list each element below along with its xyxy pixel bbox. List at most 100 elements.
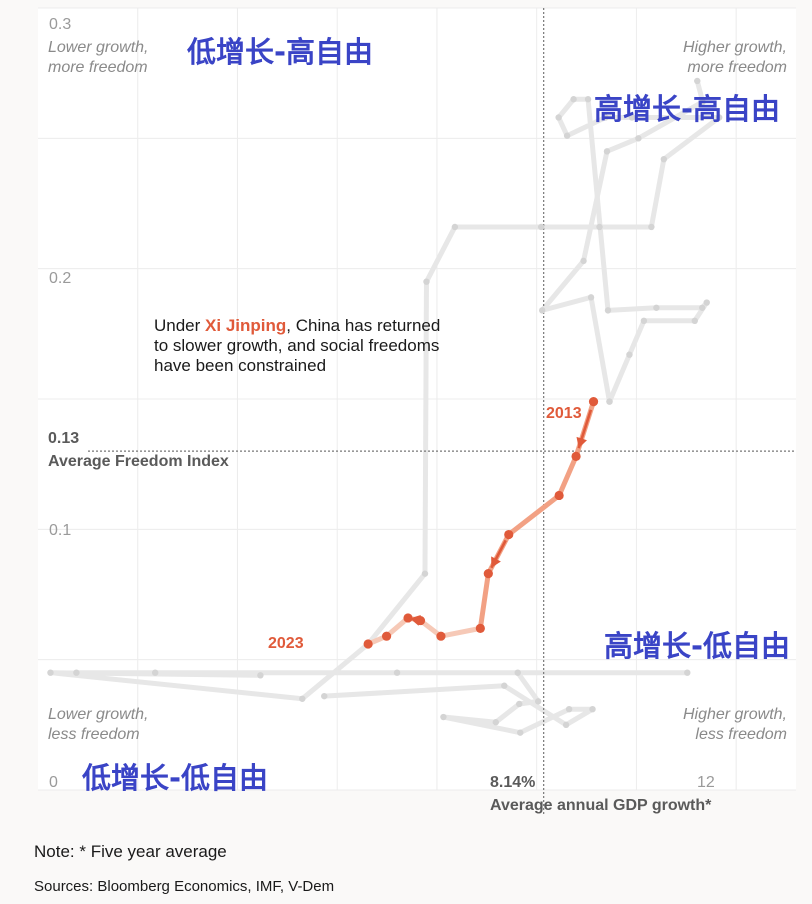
gray-point	[648, 223, 655, 231]
direction-arrow-head	[491, 556, 501, 568]
corner-top-right-2: more freedom	[687, 59, 787, 76]
red-point	[363, 639, 373, 649]
gray-point	[589, 705, 596, 713]
gray-point	[580, 257, 587, 265]
gray-point	[626, 351, 633, 358]
gray-point	[47, 669, 54, 676]
avg-freedom-label: Average Freedom Index	[48, 453, 229, 470]
red-point	[403, 613, 413, 623]
annotation-line-2: to slower growth, and social freedoms	[154, 336, 439, 355]
gray-point	[603, 148, 611, 155]
gray-point	[517, 729, 524, 736]
y-tick-0-1: 0.1	[49, 522, 71, 539]
gray-point	[514, 669, 521, 676]
red-segment	[506, 492, 562, 538]
gray-point	[151, 669, 159, 676]
gray-point	[440, 713, 447, 721]
red-point	[483, 569, 493, 579]
grid-lines	[38, 7, 796, 791]
annotation-line-1: Under Xi Jinping, China has returned	[154, 316, 440, 335]
gray-point	[606, 398, 613, 405]
gray-point	[684, 669, 691, 676]
quadrant-label-top-right: 高增长-高自由	[594, 92, 780, 126]
red-point	[504, 529, 514, 540]
quadrant-label-bottom-left: 低增长-低自由	[81, 761, 268, 795]
gray-point	[570, 96, 577, 103]
corner-top-left-1: Lower growth,	[48, 39, 149, 56]
xi-era-path	[363, 397, 599, 649]
gray-point	[640, 317, 648, 324]
y-tick-0: 0	[49, 774, 58, 791]
year-label-2023: 2023	[268, 635, 304, 652]
gray-point	[534, 698, 542, 705]
gray-point	[492, 719, 499, 726]
gray-point	[451, 223, 459, 231]
gray-point	[555, 114, 562, 121]
quadrant-label-top-left: 低增长-高自由	[186, 35, 373, 69]
gray-point	[321, 692, 328, 700]
x-axis-label: Average annual GDP growth*	[490, 797, 712, 814]
gray-series-line	[539, 78, 706, 405]
annotation-pre: Under	[154, 316, 205, 335]
gray-point	[716, 114, 723, 121]
corner-top-left-2: more freedom	[48, 59, 148, 76]
gray-point	[393, 669, 401, 676]
gray-point	[537, 223, 545, 231]
gray-point	[602, 114, 609, 121]
red-point	[381, 631, 392, 641]
gray-point	[653, 304, 660, 311]
gray-point	[257, 672, 264, 679]
corner-bottom-right-2: less freedom	[695, 726, 787, 743]
avg-freedom-value: 0.13	[48, 430, 79, 447]
red-point	[475, 623, 485, 633]
gray-point	[699, 304, 706, 311]
gray-point	[703, 299, 710, 306]
y-tick-0-2: 0.2	[49, 270, 71, 287]
quadrant-label-bottom-right: 高增长-低自由	[604, 629, 790, 663]
gray-point	[587, 294, 595, 301]
gray-point	[628, 114, 636, 121]
gray-point	[694, 77, 701, 85]
corner-top-right-1: Higher growth,	[683, 39, 787, 56]
red-segment	[438, 625, 483, 639]
gray-point	[699, 98, 706, 106]
gray-point	[501, 682, 508, 689]
gray-point	[538, 307, 546, 314]
footnote: Note: * Five year average	[34, 842, 227, 861]
avg-gdp-value: 8.14%	[490, 774, 535, 791]
year-label-2013: 2013	[546, 405, 582, 422]
x-tick-12: 12	[697, 774, 715, 791]
red-point	[554, 490, 564, 501]
annotation-post: , China has returned	[286, 316, 440, 335]
average-lines	[88, 8, 796, 815]
corner-bottom-left-2: less freedom	[48, 726, 140, 743]
gray-point	[563, 132, 571, 139]
red-segment	[477, 571, 491, 631]
gray-point	[596, 223, 603, 231]
gray-point	[565, 705, 573, 713]
sources: Sources: Bloomberg Economics, IMF, V-Dem	[34, 878, 335, 895]
gray-point	[691, 317, 698, 324]
red-point	[588, 397, 599, 407]
gray-point	[516, 700, 523, 708]
gray-point	[299, 695, 306, 702]
gray-point	[660, 155, 668, 163]
corner-bottom-left-1: Lower growth,	[48, 706, 149, 723]
gray-point	[421, 570, 429, 577]
gray-point	[73, 669, 80, 676]
red-segment	[384, 615, 411, 639]
y-tick-0-3: 0.3	[49, 16, 71, 33]
direction-arrow-head	[409, 615, 421, 626]
direction-arrow-head	[576, 436, 587, 449]
red-point	[571, 451, 581, 461]
gray-point	[423, 278, 430, 285]
gray-point	[635, 135, 642, 142]
red-point	[436, 631, 446, 641]
gray-point	[562, 721, 570, 729]
corner-bottom-right-1: Higher growth,	[683, 706, 787, 723]
annotation-highlight: Xi Jinping	[205, 316, 286, 335]
gray-point	[604, 307, 612, 314]
annotation-line-3: have been constrained	[154, 356, 326, 375]
red-segment	[556, 453, 579, 498]
